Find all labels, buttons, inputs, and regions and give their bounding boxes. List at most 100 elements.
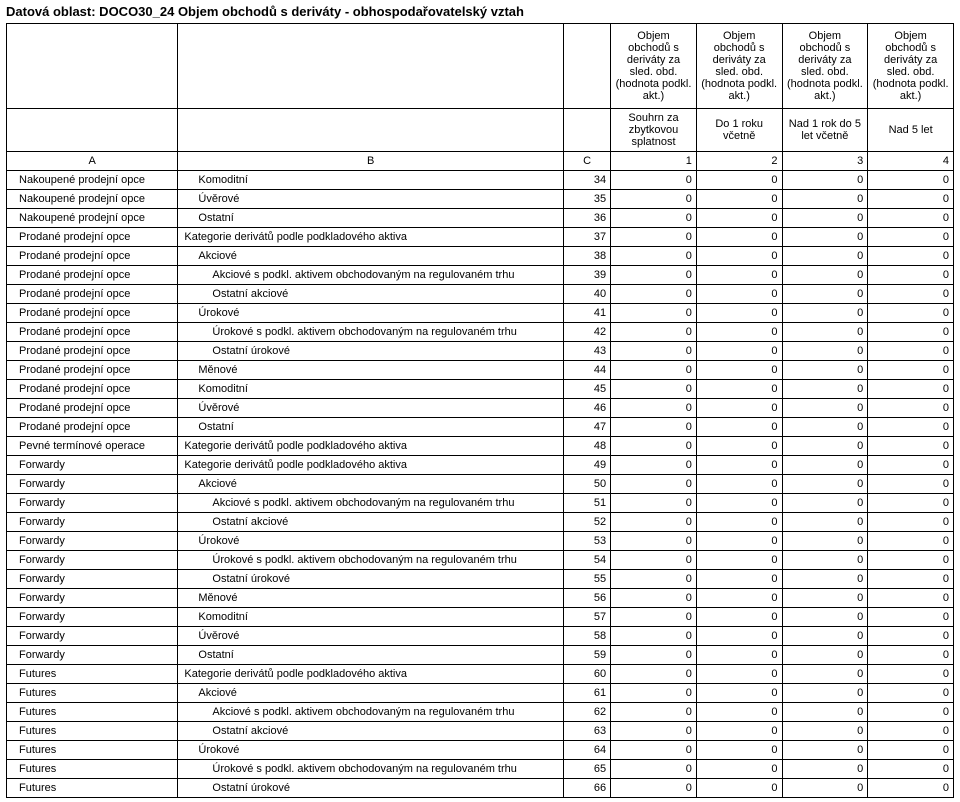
col-label-2: 2 xyxy=(696,152,782,171)
cell-c: 42 xyxy=(564,323,611,342)
cell-v2: 0 xyxy=(696,228,782,247)
table-row: FuturesAkciové s podkl. aktivem obchodov… xyxy=(7,703,954,722)
cell-b: Úrokové s podkl. aktivem obchodovaným na… xyxy=(178,760,564,779)
cell-v2: 0 xyxy=(696,570,782,589)
cell-v2: 0 xyxy=(696,665,782,684)
table-row: ForwardyMěnové560000 xyxy=(7,589,954,608)
header-sub-1: Souhrn za zbytkovou splatnost xyxy=(611,109,697,152)
table-row: Pevné termínové operaceKategorie derivát… xyxy=(7,437,954,456)
cell-v1: 0 xyxy=(611,399,697,418)
cell-v4: 0 xyxy=(868,418,954,437)
cell-b: Ostatní úrokové xyxy=(178,779,564,798)
cell-v4: 0 xyxy=(868,494,954,513)
cell-c: 34 xyxy=(564,171,611,190)
cell-c: 66 xyxy=(564,779,611,798)
cell-v4: 0 xyxy=(868,342,954,361)
table-row: Prodané prodejní opceKategorie derivátů … xyxy=(7,228,954,247)
cell-v3: 0 xyxy=(782,247,868,266)
cell-b: Ostatní xyxy=(178,646,564,665)
cell-v3: 0 xyxy=(782,399,868,418)
cell-a: Forwardy xyxy=(7,646,178,665)
cell-v1: 0 xyxy=(611,323,697,342)
cell-v1: 0 xyxy=(611,589,697,608)
cell-v1: 0 xyxy=(611,760,697,779)
cell-v2: 0 xyxy=(696,456,782,475)
cell-b: Úrokové s podkl. aktivem obchodovaným na… xyxy=(178,323,564,342)
cell-c: 65 xyxy=(564,760,611,779)
cell-a: Futures xyxy=(7,703,178,722)
table-row: ForwardyÚrokové530000 xyxy=(7,532,954,551)
header-row-group: Objem obchodů s deriváty za sled. obd. (… xyxy=(7,24,954,109)
cell-b: Akciové xyxy=(178,475,564,494)
cell-c: 36 xyxy=(564,209,611,228)
header-sub-blank-c xyxy=(564,109,611,152)
cell-a: Prodané prodejní opce xyxy=(7,399,178,418)
table-row: Prodané prodejní opceOstatní úrokové4300… xyxy=(7,342,954,361)
cell-v4: 0 xyxy=(868,361,954,380)
cell-v3: 0 xyxy=(782,418,868,437)
cell-a: Futures xyxy=(7,760,178,779)
cell-v3: 0 xyxy=(782,437,868,456)
cell-b: Akciové s podkl. aktivem obchodovaným na… xyxy=(178,266,564,285)
cell-c: 47 xyxy=(564,418,611,437)
cell-c: 63 xyxy=(564,722,611,741)
cell-v2: 0 xyxy=(696,285,782,304)
cell-v4: 0 xyxy=(868,380,954,399)
cell-v2: 0 xyxy=(696,779,782,798)
header-blank-a xyxy=(7,24,178,109)
cell-c: 35 xyxy=(564,190,611,209)
cell-b: Ostatní xyxy=(178,209,564,228)
cell-a: Prodané prodejní opce xyxy=(7,228,178,247)
cell-v4: 0 xyxy=(868,570,954,589)
cell-c: 54 xyxy=(564,551,611,570)
cell-v1: 0 xyxy=(611,285,697,304)
table-row: FuturesOstatní úrokové660000 xyxy=(7,779,954,798)
cell-a: Forwardy xyxy=(7,532,178,551)
cell-c: 43 xyxy=(564,342,611,361)
cell-v3: 0 xyxy=(782,323,868,342)
cell-v3: 0 xyxy=(782,266,868,285)
cell-c: 53 xyxy=(564,532,611,551)
cell-a: Forwardy xyxy=(7,627,178,646)
cell-v1: 0 xyxy=(611,247,697,266)
cell-b: Úrokové xyxy=(178,532,564,551)
cell-v4: 0 xyxy=(868,323,954,342)
table-row: FuturesÚrokové s podkl. aktivem obchodov… xyxy=(7,760,954,779)
cell-a: Prodané prodejní opce xyxy=(7,380,178,399)
header-blank-b xyxy=(178,24,564,109)
table-row: Prodané prodejní opceAkciové380000 xyxy=(7,247,954,266)
cell-v1: 0 xyxy=(611,494,697,513)
cell-a: Prodané prodejní opce xyxy=(7,304,178,323)
cell-v4: 0 xyxy=(868,399,954,418)
cell-v3: 0 xyxy=(782,684,868,703)
table-row: Prodané prodejní opceMěnové440000 xyxy=(7,361,954,380)
cell-v3: 0 xyxy=(782,589,868,608)
cell-v1: 0 xyxy=(611,418,697,437)
table-row: Nakoupené prodejní opceÚvěrové350000 xyxy=(7,190,954,209)
header-sub-3: Nad 1 rok do 5 let včetně xyxy=(782,109,868,152)
cell-v4: 0 xyxy=(868,779,954,798)
col-label-4: 4 xyxy=(868,152,954,171)
cell-b: Úrokové xyxy=(178,741,564,760)
header-sub-blank-b xyxy=(178,109,564,152)
cell-c: 39 xyxy=(564,266,611,285)
table-row: Prodané prodejní opceAkciové s podkl. ak… xyxy=(7,266,954,285)
col-label-1: 1 xyxy=(611,152,697,171)
cell-a: Futures xyxy=(7,779,178,798)
cell-v1: 0 xyxy=(611,380,697,399)
table-row: Prodané prodejní opceÚvěrové460000 xyxy=(7,399,954,418)
cell-v2: 0 xyxy=(696,342,782,361)
cell-b: Ostatní akciové xyxy=(178,722,564,741)
cell-b: Akciové s podkl. aktivem obchodovaným na… xyxy=(178,494,564,513)
cell-v3: 0 xyxy=(782,304,868,323)
cell-v4: 0 xyxy=(868,684,954,703)
cell-v1: 0 xyxy=(611,532,697,551)
cell-v4: 0 xyxy=(868,266,954,285)
table-row: FuturesKategorie derivátů podle podklado… xyxy=(7,665,954,684)
cell-v3: 0 xyxy=(782,228,868,247)
cell-v3: 0 xyxy=(782,494,868,513)
cell-c: 37 xyxy=(564,228,611,247)
cell-v2: 0 xyxy=(696,418,782,437)
cell-v1: 0 xyxy=(611,513,697,532)
cell-b: Komoditní xyxy=(178,380,564,399)
